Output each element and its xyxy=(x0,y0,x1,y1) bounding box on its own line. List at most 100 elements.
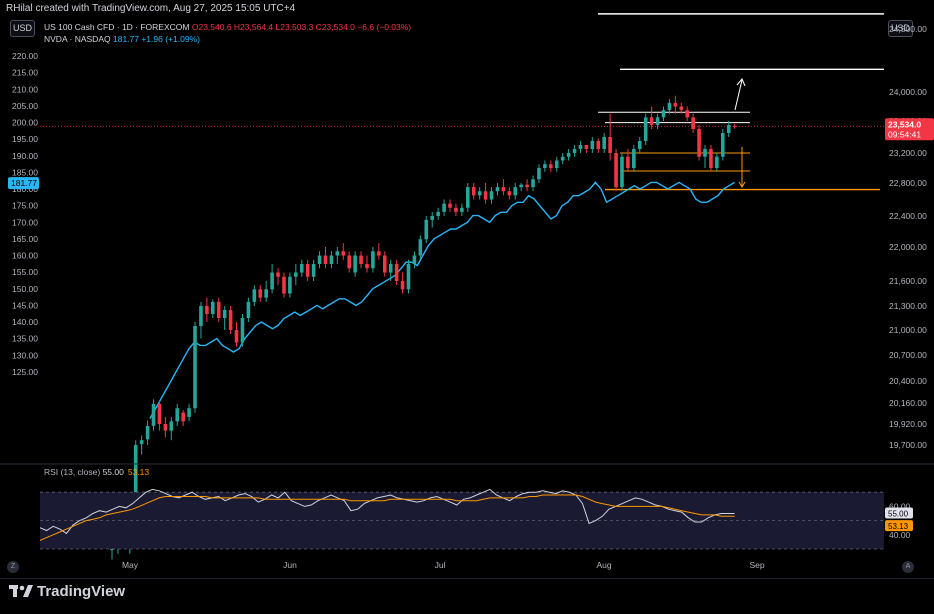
candle xyxy=(382,251,387,277)
candle xyxy=(377,243,381,260)
candle xyxy=(264,281,268,302)
candle xyxy=(602,133,606,153)
legend-main: US 100 Cash CFD · 1D · FOREXCOM O23,540.… xyxy=(44,22,411,32)
candle-body xyxy=(483,191,488,200)
rsi-value-tag-bg xyxy=(885,507,913,519)
right-axis-tick: 21,600.00 xyxy=(889,276,927,286)
rsi-axis-tick: 60.00 xyxy=(889,501,911,511)
candle-body xyxy=(732,125,737,127)
candle xyxy=(258,285,263,302)
candle xyxy=(501,179,506,196)
candle-body xyxy=(602,137,606,149)
candle xyxy=(448,199,452,212)
rsi-ma-value-tag-bg xyxy=(885,520,913,532)
price-chart[interactable]: 220.00 215.00 210.00 205.00 200.00 195.00 190.… xyxy=(0,0,934,578)
candles-layer xyxy=(110,95,737,560)
left-axis-tick: 190.00 xyxy=(12,151,38,161)
candle xyxy=(335,247,340,264)
left-axis-tick: 170.00 xyxy=(12,217,38,227)
left-currency-badge[interactable]: USD xyxy=(10,20,35,37)
candle xyxy=(519,183,523,192)
candle xyxy=(566,149,571,161)
candle-body xyxy=(691,117,695,129)
candle-body xyxy=(222,310,227,318)
candle-body xyxy=(685,110,690,118)
candle xyxy=(513,183,518,200)
candle xyxy=(507,187,512,200)
candle xyxy=(614,149,618,192)
candle-body xyxy=(145,425,150,440)
candle xyxy=(685,106,690,121)
candle xyxy=(620,153,624,192)
current-price-tag-bg xyxy=(885,118,934,141)
candle-body xyxy=(596,141,601,149)
nvda-line-layer xyxy=(149,181,735,419)
candle xyxy=(175,403,180,426)
candle-body xyxy=(590,141,595,149)
legend-second: NVDA · NASDAQ 181.77 +1.96 (+1.09%) xyxy=(44,34,200,44)
candle-body xyxy=(187,408,191,417)
candle-body xyxy=(430,216,435,220)
candle-body xyxy=(460,207,464,212)
candle xyxy=(578,141,583,153)
candle xyxy=(732,123,737,129)
candle xyxy=(151,399,156,431)
candle xyxy=(222,306,227,330)
candle-body xyxy=(282,276,286,294)
candle xyxy=(454,203,458,216)
candle xyxy=(697,125,701,161)
candle xyxy=(661,106,666,121)
time-axis-label: Jun xyxy=(283,560,297,570)
rsi-legend: RSI (13, close) 55.00 53.13 xyxy=(44,467,149,477)
candle xyxy=(347,251,351,273)
candle xyxy=(323,247,328,269)
right-currency-badge[interactable]: USD xyxy=(888,20,913,37)
candle xyxy=(543,160,547,172)
time-axis-label: Jul xyxy=(435,560,446,570)
candle-body xyxy=(667,102,672,111)
candle-body xyxy=(726,125,731,133)
candle-body xyxy=(365,264,369,269)
candle xyxy=(240,314,245,347)
candle xyxy=(418,235,423,260)
candle xyxy=(157,401,162,431)
candle-body xyxy=(513,187,518,196)
candle xyxy=(679,102,684,114)
candle xyxy=(495,183,500,196)
candle xyxy=(270,264,274,294)
left-axis-tick: 215.00 xyxy=(12,68,38,78)
candle xyxy=(145,420,150,445)
candle-body xyxy=(471,187,476,196)
right-axis-tick: 23,200.00 xyxy=(889,148,927,158)
candle xyxy=(305,259,310,281)
left-axis-tick: 185.00 xyxy=(12,167,38,177)
candle xyxy=(288,272,292,298)
left-axis-tick: 130.00 xyxy=(12,350,38,360)
candle xyxy=(466,183,470,212)
candle-body xyxy=(252,289,257,302)
right-axis-tick: 21,000.00 xyxy=(889,325,927,335)
candle-body xyxy=(679,106,684,111)
corner-left-button[interactable]: Z xyxy=(7,561,19,573)
candle-body xyxy=(193,326,197,409)
left-axis-tick: 135.00 xyxy=(12,334,38,344)
candle xyxy=(477,187,482,200)
candle xyxy=(139,435,144,455)
candle xyxy=(193,322,197,413)
candle-body xyxy=(341,251,346,256)
left-axis-tick: 165.00 xyxy=(12,234,38,244)
candle-body xyxy=(211,301,215,314)
candle-body xyxy=(371,251,375,269)
candle-body xyxy=(163,424,168,431)
candle-body xyxy=(643,117,648,141)
candle-body xyxy=(412,255,417,264)
candle-body xyxy=(258,289,263,298)
corner-right-button[interactable]: A xyxy=(902,561,914,573)
candle xyxy=(655,113,660,129)
candle-body xyxy=(228,310,233,330)
candle-body xyxy=(442,203,446,212)
candle-body xyxy=(329,255,334,264)
candle xyxy=(584,145,589,153)
left-axis-tick: 140.00 xyxy=(12,317,38,327)
candle-body xyxy=(703,149,707,157)
